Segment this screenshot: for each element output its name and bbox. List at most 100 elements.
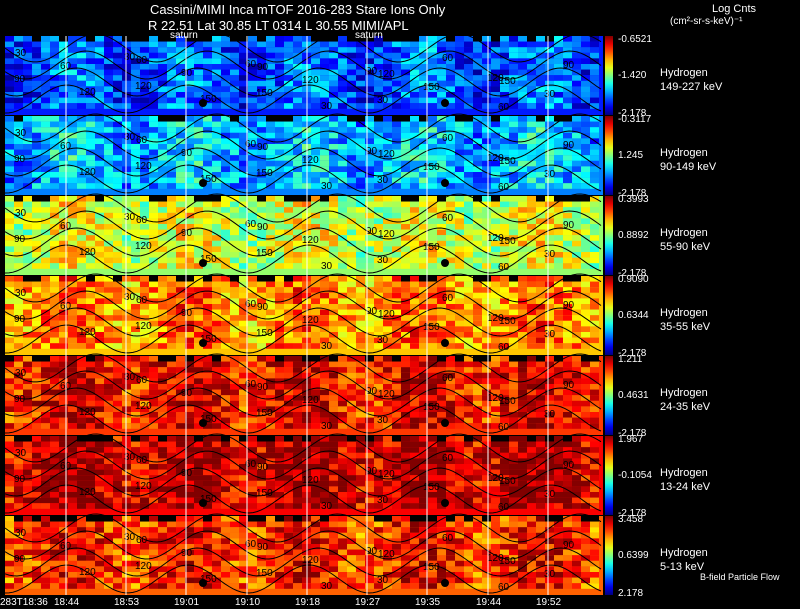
contour-line — [4, 307, 602, 337]
time-tick-label: 19:01 — [174, 597, 200, 608]
contour-label: 120 — [378, 389, 395, 400]
contour-label: 30 — [15, 208, 27, 219]
colorbar-mid-label: 0.8892 — [618, 230, 649, 241]
contour-label: 120 — [378, 469, 395, 480]
contour-label: 120 — [302, 395, 319, 406]
colorbar-mid-label: 0.4631 — [618, 390, 649, 401]
contour-label: 120 — [302, 155, 319, 166]
colorbar — [605, 516, 613, 595]
saturn-marker — [441, 259, 449, 267]
time-tick-label: 18:44 — [54, 597, 80, 608]
contour-label: 90 — [14, 234, 26, 245]
contour-label: 150 — [256, 408, 273, 419]
contour-label: 30 — [124, 292, 136, 303]
saturn-marker — [441, 579, 449, 587]
panel-label: Hydrogen 35-55 keV — [660, 306, 710, 334]
contour-label: 120 — [79, 567, 96, 578]
contour-label: 30 — [544, 329, 556, 340]
colorbar — [605, 436, 613, 515]
contour-label: 120 — [135, 561, 152, 572]
contour-line — [4, 547, 602, 577]
species-label: Hydrogen — [660, 307, 708, 319]
panel-1: 3060901201506090120150309012015030601201… — [4, 33, 603, 115]
contour-line — [4, 50, 602, 80]
contour-line — [4, 244, 602, 274]
contour-line — [4, 513, 602, 543]
panel-label: Hydrogen 149-227 keV — [660, 66, 722, 94]
contour-label: 60 — [498, 502, 510, 513]
contour-label: 60 — [136, 295, 148, 306]
contour-label: 60 — [442, 53, 454, 64]
contour-label: 90 — [14, 154, 26, 165]
contour-label: 90 — [257, 302, 269, 313]
contour-line — [4, 67, 602, 97]
contour-label: 120 — [79, 327, 96, 338]
contour-label: 90 — [257, 542, 269, 553]
contour-label: 90 — [181, 308, 193, 319]
colorbar — [605, 116, 613, 195]
contour-label: 30 — [377, 495, 389, 506]
contour-label: 30 — [321, 581, 333, 592]
contour-label: 90 — [181, 148, 193, 159]
contour-label: 120 — [378, 69, 395, 80]
contour-label: 150 — [499, 316, 516, 327]
contour-label: 60 — [245, 459, 257, 470]
contour-label: 120 — [79, 487, 96, 498]
plot-subtitle: R 22.51 Lat 30.85 LT 0314 L 30.55 MIMI/A… — [148, 18, 409, 33]
contour-label: 150 — [499, 76, 516, 87]
contour-label: 30 — [321, 181, 333, 192]
colorbar-mid-label: 0.6344 — [618, 310, 649, 321]
contour-label: 90 — [14, 74, 26, 85]
colorbar-min-label: -2.178 — [618, 108, 647, 119]
contour-label: 120 — [135, 401, 152, 412]
colorbar-mid-label: 1.245 — [618, 150, 644, 161]
contour-label: 150 — [256, 488, 273, 499]
colorbar-max-label: 3.458 — [618, 514, 644, 525]
contour-label: 150 — [200, 334, 217, 345]
energy-label: 13-24 keV — [660, 481, 711, 493]
contour-label: 90 — [14, 314, 26, 325]
contour-label: 120 — [79, 247, 96, 258]
contour-line — [4, 210, 602, 240]
contour-label: 120 — [487, 153, 504, 164]
contour-label: 30 — [124, 532, 136, 543]
contour-line — [4, 387, 602, 417]
species-label: Hydrogen — [660, 467, 708, 479]
contour-label: 30 — [15, 368, 27, 379]
contour-label: 60 — [442, 213, 454, 224]
time-tick-label: 19:52 — [536, 597, 562, 608]
contour-label: 30 — [377, 255, 389, 266]
colorbar-max-label: 0.9090 — [618, 274, 649, 285]
contour-label: 90 — [366, 66, 378, 77]
contour-line — [4, 467, 602, 497]
contour-line — [4, 33, 602, 63]
contour-line — [4, 353, 602, 383]
panel-2: 3060901201506090120150309012015030601201… — [4, 113, 603, 195]
panel-label: Hydrogen 13-24 keV — [660, 466, 710, 494]
contour-label: 120 — [487, 73, 504, 84]
contour-label: 90 — [563, 380, 575, 391]
colorbar-max-label: -0.3117 — [618, 114, 652, 125]
contour-label: 150 — [256, 568, 273, 579]
contour-label: 30 — [124, 372, 136, 383]
contour-label: 90 — [366, 306, 378, 317]
time-tick-label: 19:10 — [235, 597, 261, 608]
contour-label: 30 — [15, 288, 27, 299]
contour-label: 120 — [79, 87, 96, 98]
contour-label: 120 — [378, 149, 395, 160]
contour-label: 30 — [321, 501, 333, 512]
contour-label: 30 — [544, 249, 556, 260]
panel-label: Hydrogen 90-149 keV — [660, 146, 716, 174]
contour-label: 90 — [563, 60, 575, 71]
contour-label: 60 — [498, 182, 510, 193]
panel-4: 3060901201506090120150309012015030601201… — [4, 273, 603, 355]
colorbar-max-label: 1.211 — [618, 354, 643, 365]
time-tick-label: 19:27 — [355, 597, 381, 608]
energy-label: 55-90 keV — [660, 241, 711, 253]
contour-line — [4, 370, 602, 400]
contour-label: 30 — [124, 212, 136, 223]
saturn-marker — [199, 259, 207, 267]
contour-label: 150 — [423, 242, 440, 253]
contour-label: 30 — [15, 48, 27, 59]
contour-label: 120 — [135, 161, 152, 172]
